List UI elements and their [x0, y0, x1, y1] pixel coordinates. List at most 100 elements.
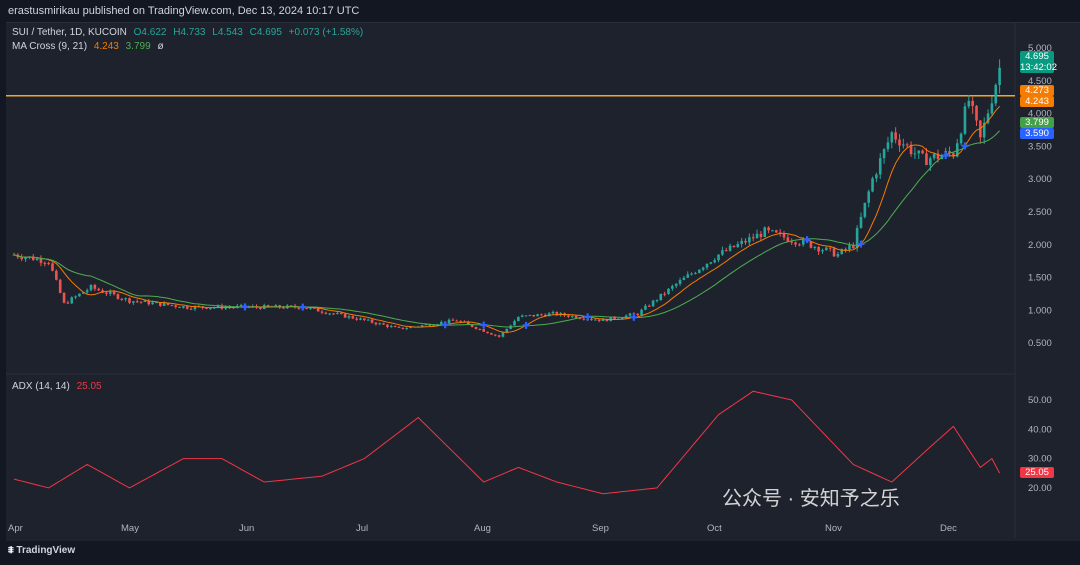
candle [478, 328, 482, 330]
candle [155, 302, 158, 304]
adx-tick: 20.00 [1028, 483, 1052, 494]
candle [728, 245, 732, 251]
candle [35, 258, 39, 261]
candle [597, 319, 601, 321]
candle [913, 153, 917, 155]
ma-cross-marker [857, 240, 865, 248]
candle [709, 262, 713, 264]
time-tick: Aug [474, 523, 491, 534]
candle [20, 257, 23, 260]
candle [948, 151, 951, 154]
candle [409, 326, 412, 329]
candle [644, 305, 647, 310]
candle [905, 144, 909, 146]
candle [120, 298, 124, 300]
candle [116, 294, 120, 299]
candle [917, 150, 921, 154]
level-tag: 4.273 [1020, 85, 1054, 96]
candle [825, 247, 828, 251]
candle [863, 202, 867, 217]
candle [663, 293, 666, 295]
candle [817, 246, 820, 252]
candle [85, 290, 89, 293]
adx-tag: 25.05 [1020, 467, 1054, 478]
candle [713, 260, 716, 263]
candle [875, 174, 878, 179]
candle [89, 285, 93, 291]
candle [424, 324, 428, 326]
candle [47, 263, 50, 265]
candle [428, 324, 432, 326]
candle [432, 325, 435, 327]
candle [470, 324, 474, 327]
candle [39, 258, 43, 263]
ma-cross-marker [299, 303, 307, 311]
candle [309, 307, 312, 309]
candle [740, 240, 743, 244]
candle [821, 250, 824, 252]
bar-countdown: 13:42:02 [1020, 62, 1057, 73]
candle [786, 237, 790, 242]
candle [320, 311, 324, 313]
price-tick: 0.500 [1028, 338, 1052, 349]
candle [651, 300, 655, 307]
adx-legend[interactable]: ADX (14, 14) 25.05 [12, 381, 106, 392]
candle [486, 331, 489, 334]
candle [840, 249, 844, 255]
candle [374, 322, 378, 325]
candle [890, 132, 894, 143]
candle [159, 302, 162, 306]
publish-info: erastusmirikau published on TradingView.… [8, 5, 360, 17]
candle [528, 314, 532, 316]
ma-legend[interactable]: MA Cross (9, 21) 4.243 3.799 ø [12, 41, 168, 52]
candle [628, 313, 632, 316]
low-value: L4.543 [212, 27, 243, 38]
candle [678, 280, 682, 284]
candle [397, 326, 401, 328]
candle [555, 311, 559, 316]
candle [282, 307, 285, 309]
candle [482, 329, 485, 332]
candle [701, 267, 705, 270]
time-tick: Jun [239, 523, 254, 534]
candle [493, 334, 497, 336]
candle [513, 321, 516, 326]
candle [859, 216, 863, 228]
candle [128, 298, 131, 303]
candle [982, 122, 986, 138]
candle [794, 242, 797, 245]
ma-slow-value: 3.799 [125, 41, 151, 52]
time-tick: May [121, 523, 139, 534]
candle [813, 246, 817, 248]
ma-fast-line [13, 106, 1000, 333]
change-value: +0.073 (+1.58%) [288, 27, 364, 38]
candle [336, 313, 339, 315]
candle [55, 270, 58, 280]
candle [517, 316, 520, 322]
candle [31, 256, 35, 261]
candle [58, 279, 62, 293]
price-tick: 1.000 [1028, 305, 1052, 316]
candle [921, 150, 924, 154]
candle [205, 307, 208, 309]
time-tick: Sep [592, 523, 609, 534]
candle [809, 241, 813, 248]
chart-frame [6, 22, 1080, 541]
candle [801, 239, 805, 245]
candle [266, 305, 270, 307]
candle [474, 326, 478, 329]
candle [78, 293, 81, 297]
last-price: 4.695 [1025, 51, 1049, 62]
candle [605, 319, 609, 322]
candle [401, 327, 405, 329]
candle [698, 269, 701, 273]
candle [686, 274, 690, 278]
ma-cross-marker [441, 321, 449, 329]
price-tick: 2.000 [1028, 240, 1052, 251]
candle [355, 318, 358, 320]
ma-cross-marker [942, 152, 950, 160]
candle [51, 263, 54, 271]
candle [328, 313, 331, 315]
candle [759, 233, 763, 238]
